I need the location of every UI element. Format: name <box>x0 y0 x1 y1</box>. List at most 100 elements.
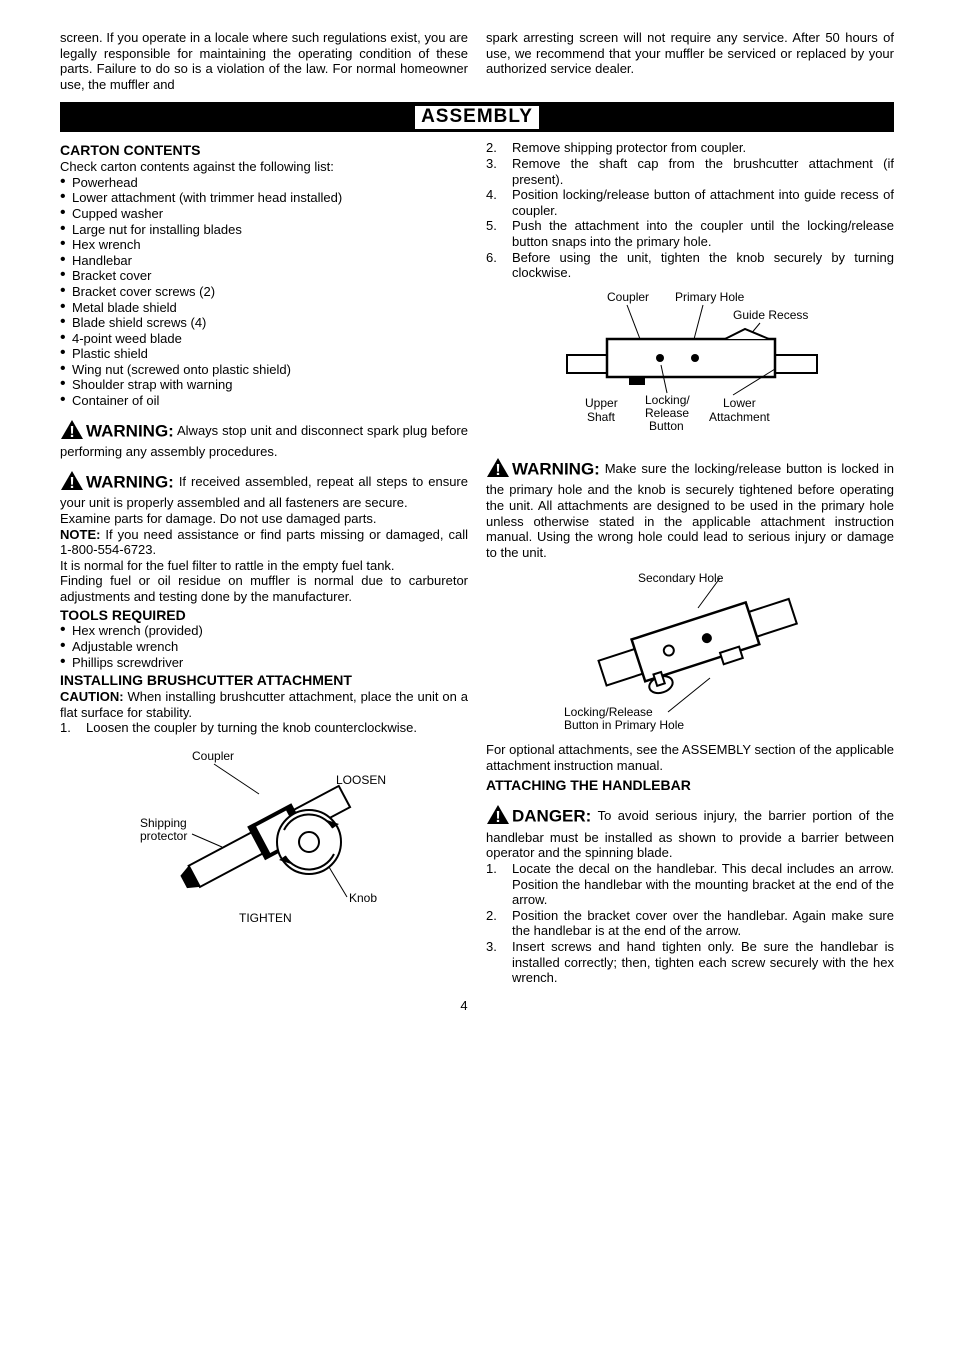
list-item: Phillips screwdriver <box>60 655 468 671</box>
svg-text:!: ! <box>69 475 74 492</box>
step-num: 5. <box>486 218 497 234</box>
warning-block-3: ! WARNING: Make sure the locking/release… <box>486 457 894 561</box>
danger-icon: ! <box>486 804 510 830</box>
list-item: Hex wrench <box>60 237 468 253</box>
warning-label: WARNING: <box>86 421 174 440</box>
fig-label-locking-primary-2: Button in Primary Hole <box>564 718 684 732</box>
figure-coupler-knob: Coupler LOOSEN Shipping protector <box>60 742 468 932</box>
main-columns: CARTON CONTENTS Check carton contents ag… <box>60 140 894 985</box>
intro-left: screen. If you operate in a locale where… <box>60 30 468 92</box>
tools-list: Hex wrench (provided) Adjustable wrench … <box>60 623 468 670</box>
step-num: 2. <box>486 140 497 156</box>
fig-label-shipping-2: protector <box>140 829 187 843</box>
fig-label-upper-2: Shaft <box>587 410 616 424</box>
list-item: Bracket cover screws (2) <box>60 284 468 300</box>
install-steps-cont: 2. Remove shipping protector from coupler… <box>486 140 894 280</box>
note-label: NOTE: <box>60 527 100 542</box>
warning-block-1: ! WARNING: Always stop unit and disconne… <box>60 419 468 460</box>
step-text: Remove the shaft cap from the brushcutte… <box>512 156 894 187</box>
handlebar-heading: ATTACHING THE HANDLEBAR <box>486 777 894 794</box>
fig-label-shipping-1: Shipping <box>140 816 187 830</box>
page-number: 4 <box>60 998 894 1014</box>
step-text: Before using the unit, tighten the knob … <box>512 250 894 281</box>
warning-icon: ! <box>60 470 84 496</box>
fig-label-upper-1: Upper <box>585 396 618 410</box>
intro-columns: screen. If you operate in a locale where… <box>60 30 894 92</box>
install-steps: 1. Loosen the coupler by turning the knob… <box>60 720 468 736</box>
warning-icon: ! <box>486 457 510 483</box>
fig-label-coupler: Coupler <box>607 290 649 304</box>
fig-label-primary: Primary Hole <box>675 290 745 304</box>
step-num: 1. <box>60 720 71 736</box>
figure-secondary-hole: Secondary Hole Locking/Release Button in… <box>486 566 894 736</box>
svg-text:!: ! <box>69 424 74 441</box>
list-item: Lower attachment (with trimmer head inst… <box>60 190 468 206</box>
list-item: Large nut for installing blades <box>60 222 468 238</box>
list-item: Shoulder strap with warning <box>60 377 468 393</box>
step-num: 6. <box>486 250 497 266</box>
fig-label-coupler: Coupler <box>192 749 234 763</box>
fig-label-lower-1: Lower <box>723 396 756 410</box>
residue-text: Finding fuel or oil residue on muffler i… <box>60 573 468 604</box>
caution-label: CAUTION: <box>60 689 124 704</box>
danger-block: ! DANGER: To avoid serious injury, the b… <box>486 804 894 861</box>
left-column: CARTON CONTENTS Check carton contents ag… <box>60 140 468 985</box>
optional-text: For optional attachments, see the ASSEMB… <box>486 742 894 773</box>
svg-text:!: ! <box>495 809 500 826</box>
list-item: Handlebar <box>60 253 468 269</box>
carton-list: Powerhead Lower attachment (with trimmer… <box>60 175 468 409</box>
step-num: 2. <box>486 908 497 924</box>
step-item: 2. Position the bracket cover over the ha… <box>486 908 894 939</box>
list-item: Metal blade shield <box>60 300 468 316</box>
fig-label-tighten: TIGHTEN <box>239 911 292 925</box>
step-item: 2. Remove shipping protector from coupler… <box>486 140 894 156</box>
right-column: 2. Remove shipping protector from coupler… <box>486 140 894 985</box>
fig-label-locking-1: Locking/ <box>645 393 690 407</box>
list-item: Hex wrench (provided) <box>60 623 468 639</box>
figure-coupler-cutaway: Coupler Primary Hole Guide Recess Upper … <box>486 287 894 447</box>
step-text: Remove shipping protector from coupler. <box>512 140 746 155</box>
list-item: Cupped washer <box>60 206 468 222</box>
step-num: 4. <box>486 187 497 203</box>
fig-label-loosen: LOOSEN <box>336 773 386 787</box>
step-item: 1. Loosen the coupler by turning the knob… <box>60 720 468 736</box>
list-item: Adjustable wrench <box>60 639 468 655</box>
step-item: 4. Position locking/release button of att… <box>486 187 894 218</box>
step-num: 1. <box>486 861 497 877</box>
fig-label-knob: Knob <box>349 891 377 905</box>
fig-label-locking-3: Button <box>649 419 684 433</box>
fig-label-locking-primary-1: Locking/Release <box>564 705 653 719</box>
examine-text: Examine parts for damage. Do not use dam… <box>60 511 468 527</box>
carton-intro: Check carton contents against the follow… <box>60 159 468 175</box>
warning-label: WARNING: <box>86 472 174 491</box>
tools-heading: TOOLS REQUIRED <box>60 607 468 624</box>
intro-right: spark arresting screen will not require … <box>486 30 894 92</box>
list-item: Wing nut (screwed onto plastic shield) <box>60 362 468 378</box>
list-item: Bracket cover <box>60 268 468 284</box>
warning-label: WARNING: <box>512 459 600 478</box>
step-text: Position locking/release button of attac… <box>512 187 894 218</box>
caution-line: CAUTION: When installing brushcutter att… <box>60 689 468 720</box>
carton-heading: CARTON CONTENTS <box>60 142 468 159</box>
step-item: 6. Before using the unit, tighten the kno… <box>486 250 894 281</box>
list-item: Powerhead <box>60 175 468 191</box>
step-num: 3. <box>486 156 497 172</box>
assembly-banner: ASSEMBLY <box>60 102 894 132</box>
list-item: Container of oil <box>60 393 468 409</box>
step-text: Locate the decal on the handlebar. This … <box>512 861 894 907</box>
fuel-filter-text: It is normal for the fuel filter to ratt… <box>60 558 468 574</box>
step-text: Insert screws and hand tighten only. Be … <box>512 939 894 985</box>
list-item: Plastic shield <box>60 346 468 362</box>
step-text: Push the attachment into the coupler unt… <box>512 218 894 249</box>
danger-label: DANGER: <box>512 807 591 826</box>
step-item: 1. Locate the decal on the handlebar. Thi… <box>486 861 894 908</box>
step-text: Loosen the coupler by turning the knob c… <box>86 720 417 735</box>
fig-label-secondary: Secondary Hole <box>638 571 724 585</box>
fig-label-locking-2: Release <box>645 406 689 420</box>
step-text: Position the bracket cover over the hand… <box>512 908 894 939</box>
assembly-title: ASSEMBLY <box>421 106 533 127</box>
install-heading: INSTALLING BRUSHCUTTER ATTACHMENT <box>60 672 468 689</box>
list-item: 4-point weed blade <box>60 331 468 347</box>
warning-icon: ! <box>60 419 84 445</box>
warning-block-2: ! WARNING: If received assembled, repeat… <box>60 470 468 511</box>
